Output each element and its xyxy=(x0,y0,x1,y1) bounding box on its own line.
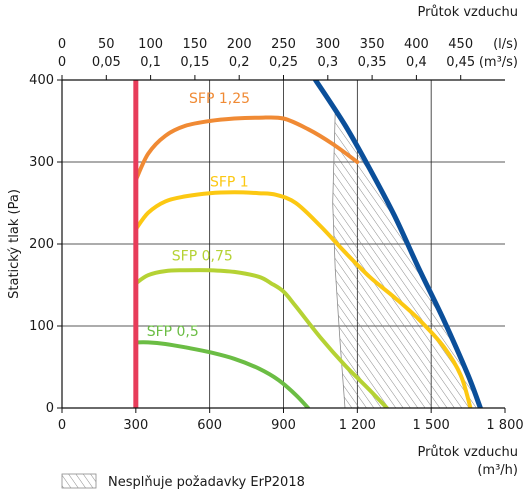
top-tick-label-m3s: 0,25 xyxy=(269,55,298,70)
top-tick-label-ls: 250 xyxy=(271,37,296,52)
legend-hatch-swatch xyxy=(61,473,97,489)
series-line-1 xyxy=(133,115,360,182)
y-tick-label: 100 xyxy=(29,319,54,334)
top-tick-label-ls: 100 xyxy=(138,37,163,52)
x-axis-ticks: 0 300 600 900 1 200 1 500 1 800 xyxy=(58,408,523,433)
series-labels: SFP 1,25 SFP 1 SFP 0,75 SFP 0,5 xyxy=(147,91,250,340)
limit-lines xyxy=(133,80,483,408)
top-tick-label-m3s: 0,35 xyxy=(358,55,387,70)
x-axis-unit: (m³/h) xyxy=(477,463,518,478)
x-tick-label: 0 xyxy=(58,418,66,433)
y-tick-label: 400 xyxy=(29,73,54,88)
top-tick-label-m3s: 0,1 xyxy=(140,55,161,70)
top-tick-label-ls: 450 xyxy=(448,37,473,52)
series-line-3 xyxy=(133,268,389,408)
x-tick-label: 1 800 xyxy=(486,418,523,433)
y-tick-label: 300 xyxy=(29,155,54,170)
top-tick-label-ls: 200 xyxy=(227,37,252,52)
top-tick-label-ls: 150 xyxy=(182,37,207,52)
top-tick-label-m3s: 0,4 xyxy=(406,55,427,70)
legend-label: Nesplňuje požadavky ErP2018 xyxy=(108,475,305,490)
top-axis-unit-m3s: (m³/s) xyxy=(479,55,518,70)
y-axis-ticks: 0 100 200 300 400 xyxy=(29,73,62,416)
x-tick-label: 1 500 xyxy=(413,418,450,433)
max-curve-line xyxy=(313,80,483,408)
y-axis-title: Statický tlak (Pa) xyxy=(7,189,22,299)
top-tick-label-m3s: 0,3 xyxy=(317,55,338,70)
top-tick-label-ls: 350 xyxy=(360,37,385,52)
x-tick-label: 900 xyxy=(271,418,296,433)
top-tick-label-ls: 0 xyxy=(58,37,66,52)
y-tick-label: 0 xyxy=(46,401,54,416)
top-axis-title: Průtok vzduchu xyxy=(417,5,518,20)
x-tick-label: 600 xyxy=(197,418,222,433)
top-tick-label-ls: 400 xyxy=(404,37,429,52)
top-tick-label-m3s: 0,45 xyxy=(446,55,475,70)
series-label-1: SFP 1,25 xyxy=(189,91,250,107)
x-tick-label: 1 200 xyxy=(339,418,376,433)
top-tick-label-m3s: 0 xyxy=(58,55,66,70)
top-axis-unit-ls: (l/s) xyxy=(493,37,518,52)
top-tick-label-ls: 300 xyxy=(315,37,340,52)
series-line-2 xyxy=(133,190,473,408)
x-tick-label: 300 xyxy=(123,418,148,433)
y-tick-label: 200 xyxy=(29,237,54,252)
top-tick-label-m3s: 0,15 xyxy=(180,55,209,70)
series-label-3: SFP 0,75 xyxy=(172,248,233,264)
top-axis-ticks: 0 0 50 0,05 100 0,1 150 0,15 200 0,2 250 0,25 300 0,3… xyxy=(58,37,475,80)
series-label-2: SFP 1 xyxy=(210,175,249,191)
top-tick-label-ls: 50 xyxy=(98,37,115,52)
top-tick-label-m3s: 0,2 xyxy=(229,55,250,70)
series-group xyxy=(133,115,473,408)
top-tick-label-m3s: 0,05 xyxy=(92,55,121,70)
x-axis-title: Průtok vzduchu xyxy=(417,445,518,460)
series-label-4: SFP 0,5 xyxy=(147,324,199,340)
series-line-4 xyxy=(133,340,311,408)
